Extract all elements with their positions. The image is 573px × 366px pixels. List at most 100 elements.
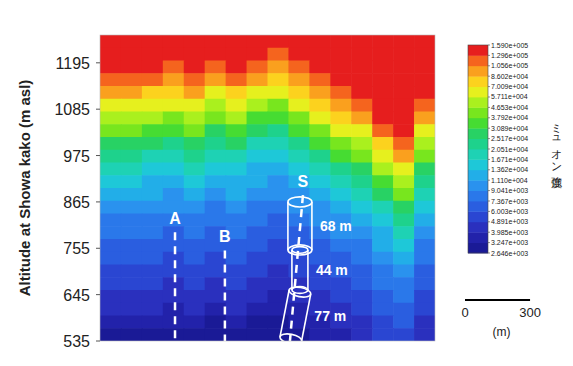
heat-cell — [414, 150, 435, 163]
heat-cell — [393, 277, 415, 290]
heat-cell — [100, 35, 122, 48]
colorbar-tick — [488, 86, 490, 87]
heat-cell — [121, 252, 143, 265]
heat-cell — [142, 48, 164, 61]
colorbar-label: 1.110e+004 — [491, 177, 528, 184]
heat-cell — [288, 112, 310, 125]
heat-cell — [100, 86, 122, 99]
heat-cell — [393, 86, 415, 99]
heat-cell — [121, 226, 143, 239]
scale-bar-label: 0 — [461, 305, 468, 320]
heat-cell — [142, 303, 164, 316]
colorbar-label: 1.296e+005 — [491, 52, 528, 59]
heat-cell — [163, 73, 185, 86]
borehole-line — [224, 250, 227, 341]
heat-cell — [121, 201, 143, 214]
heat-cell — [414, 124, 435, 137]
heat-cell — [121, 290, 143, 303]
heat-cell — [351, 73, 373, 86]
heat-cell — [100, 73, 122, 86]
heat-cell — [351, 239, 373, 252]
heat-cell — [205, 112, 227, 125]
heat-cell — [142, 188, 164, 201]
plot-area — [100, 35, 435, 341]
annotation-label: A — [169, 210, 181, 227]
heat-cell — [372, 124, 394, 137]
heat-cell — [414, 277, 435, 290]
cylinder — [288, 197, 312, 255]
heat-cell — [309, 188, 331, 201]
heat-cell — [226, 214, 248, 227]
heat-cell — [330, 112, 352, 125]
heat-cell — [226, 252, 248, 265]
heat-cell — [163, 137, 185, 150]
colorbar-band — [468, 118, 488, 129]
colorbar-tick — [488, 76, 490, 77]
colorbar-tick — [488, 253, 490, 254]
colorbar-tick — [488, 107, 490, 108]
colorbar-label: 6.003e+003 — [491, 208, 528, 215]
heat-cell — [184, 61, 206, 74]
heat-cell — [100, 239, 122, 252]
heat-cell — [121, 265, 143, 278]
heat-cell — [184, 252, 206, 265]
heat-cell — [121, 277, 143, 290]
heat-cell — [414, 265, 435, 278]
heat-cell — [184, 226, 206, 239]
colorbar-tick — [488, 242, 490, 243]
colorbar-label: 4.653e+004 — [491, 104, 528, 111]
heat-cell — [351, 48, 373, 61]
heat-cell — [163, 175, 185, 188]
heat-cell — [142, 328, 164, 341]
colorbar-tick — [488, 211, 490, 212]
cylinder-label: 68 m — [320, 218, 352, 234]
cylinder-side — [302, 294, 311, 341]
colorbar-label: 2.517e+004 — [491, 135, 528, 142]
heat-cell — [121, 99, 143, 112]
colorbar-tick — [488, 149, 490, 150]
heat-cell — [163, 303, 185, 316]
heat-cell — [393, 316, 415, 329]
heat-cell — [121, 188, 143, 201]
heat-cell — [142, 316, 164, 329]
heat-cell — [330, 99, 352, 112]
heat-cell — [414, 303, 435, 316]
heat-cell — [247, 99, 269, 112]
heat-cell — [268, 137, 290, 150]
colorbar-label: 8.602e+004 — [491, 73, 528, 80]
colorbar-band — [468, 159, 488, 170]
heat-cell — [247, 201, 269, 214]
heat-cell — [351, 290, 373, 303]
heat-cell — [414, 214, 435, 227]
heat-cell — [372, 137, 394, 150]
heat-cell — [226, 188, 248, 201]
heat-cell — [100, 290, 122, 303]
heat-cell — [330, 163, 352, 176]
heat-cell — [226, 175, 248, 188]
heat-cell — [372, 214, 394, 227]
heat-cell — [100, 316, 122, 329]
heat-cell — [142, 214, 164, 227]
heat-cell — [414, 163, 435, 176]
heat-cell — [100, 112, 122, 125]
heat-cell — [414, 226, 435, 239]
heat-cell — [226, 303, 248, 316]
heat-cell — [372, 316, 394, 329]
heat-cell — [414, 99, 435, 112]
heat-cell — [100, 48, 122, 61]
heat-cell — [247, 328, 269, 341]
heat-cell — [309, 290, 331, 303]
heat-cell — [247, 61, 269, 74]
heat-cell — [351, 188, 373, 201]
heat-cell — [247, 239, 269, 252]
heat-cell — [184, 48, 206, 61]
heat-cell — [351, 112, 373, 125]
heat-cell — [142, 73, 164, 86]
heat-cell — [393, 163, 415, 176]
heat-cell — [100, 277, 122, 290]
heat-cell — [142, 226, 164, 239]
heat-cell — [163, 163, 185, 176]
colorbar-band — [468, 76, 488, 87]
chart: ABS68 m44 m77 m53564575586597510851195Al… — [0, 0, 573, 366]
heat-cell — [184, 316, 206, 329]
